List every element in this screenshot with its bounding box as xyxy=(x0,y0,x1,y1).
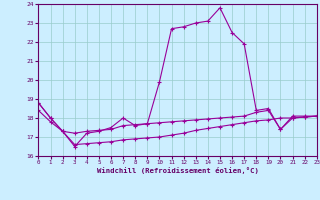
X-axis label: Windchill (Refroidissement éolien,°C): Windchill (Refroidissement éolien,°C) xyxy=(97,167,259,174)
